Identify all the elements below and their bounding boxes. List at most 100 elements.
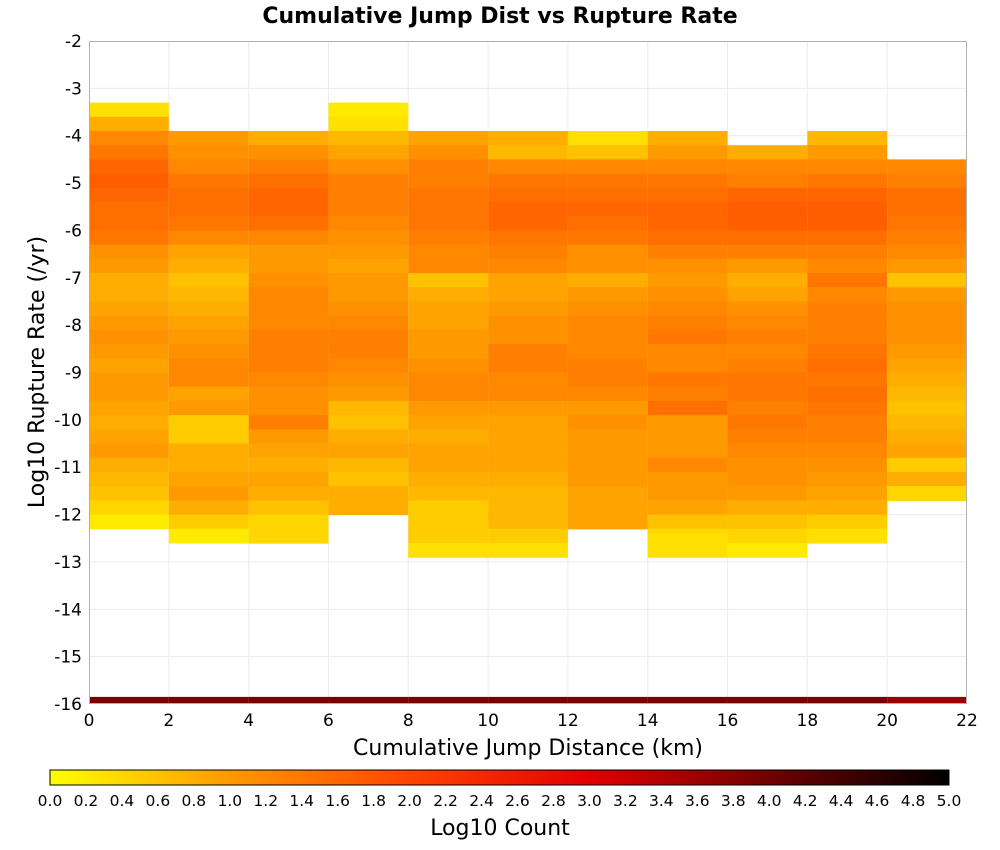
heatmap-cell xyxy=(647,273,728,288)
heatmap-cell xyxy=(567,358,648,374)
heatmap-cell xyxy=(89,386,169,402)
heatmap-cell xyxy=(647,400,728,416)
heatmap-cell xyxy=(248,400,329,416)
heatmap-cell-bottom-band xyxy=(408,696,489,704)
colorbar-tick-label: 2.0 xyxy=(397,792,422,810)
heatmap-cell xyxy=(248,358,329,374)
heatmap-cell-bottom-band xyxy=(89,696,169,704)
heatmap-cell xyxy=(168,386,249,402)
colorbar-tick-label: 0.4 xyxy=(110,792,135,810)
heatmap-cell xyxy=(89,187,169,203)
heatmap-cell xyxy=(89,102,169,118)
heatmap-cell xyxy=(727,358,808,374)
heatmap-cell xyxy=(647,372,728,388)
heatmap-cell xyxy=(807,329,888,345)
heatmap-cell xyxy=(727,173,808,189)
y-tick-label: -15 xyxy=(54,648,82,668)
heatmap-cell xyxy=(89,372,169,388)
heatmap-cell xyxy=(567,471,648,487)
heatmap-cell xyxy=(647,287,728,303)
heatmap-cell xyxy=(807,372,888,388)
heatmap-cell xyxy=(328,358,409,374)
heatmap-cell xyxy=(567,315,648,331)
heatmap-cell xyxy=(567,329,648,345)
heatmap-cell xyxy=(408,145,489,160)
heatmap-cell xyxy=(727,216,808,232)
heatmap-cell xyxy=(248,386,329,402)
x-tick-label: 2 xyxy=(163,711,174,731)
y-tick-label: -2 xyxy=(65,32,82,52)
heatmap-cell xyxy=(647,514,728,530)
heatmap-cell xyxy=(488,372,568,388)
heatmap-cell xyxy=(887,429,967,445)
heatmap-cell xyxy=(887,244,967,260)
heatmap-cell xyxy=(248,344,329,359)
heatmap-cell xyxy=(408,216,489,232)
y-tick-label: -7 xyxy=(65,269,82,289)
colorbar-tick-label: 0.8 xyxy=(182,792,207,810)
heatmap-cell-bottom-band xyxy=(248,696,329,704)
heatmap-cell xyxy=(89,500,169,516)
heatmap-cell xyxy=(727,159,808,175)
heatmap-cell xyxy=(567,415,648,430)
heatmap-cell xyxy=(887,358,967,374)
heatmap-cell xyxy=(168,415,249,430)
heatmap-cell xyxy=(647,173,728,189)
heatmap-cell xyxy=(328,386,409,402)
heatmap-cell xyxy=(887,457,967,473)
heatmap-cell xyxy=(887,315,967,331)
heatmap-cell xyxy=(328,315,409,331)
heatmap-cell xyxy=(328,187,409,203)
heatmap-cell xyxy=(89,173,169,189)
colorbar-tick-label: 5.0 xyxy=(937,792,962,810)
heatmap-cell xyxy=(567,187,648,203)
heatmap-cell xyxy=(488,287,568,303)
colorbar-tick-label: 2.8 xyxy=(541,792,566,810)
heatmap-cell xyxy=(328,116,409,132)
heatmap-cell xyxy=(567,159,648,175)
heatmap-cell xyxy=(887,187,967,203)
colorbar-tick-label: 3.0 xyxy=(577,792,602,810)
heatmap-cell-bottom-band xyxy=(807,696,888,704)
heatmap-cell xyxy=(647,415,728,430)
heatmap-cell xyxy=(647,315,728,331)
heatmap-cell xyxy=(488,400,568,416)
colorbar-tick-label: 3.8 xyxy=(721,792,746,810)
heatmap-cell xyxy=(328,202,409,217)
heatmap-cell xyxy=(168,400,249,416)
x-tick-label: 8 xyxy=(403,711,414,731)
heatmap-cell xyxy=(488,386,568,402)
heatmap-cell xyxy=(807,528,888,544)
heatmap-cell xyxy=(887,173,967,189)
heatmap-cell xyxy=(168,230,249,246)
heatmap-cell xyxy=(328,301,409,317)
heatmap-cell xyxy=(887,287,967,303)
heatmap-cell xyxy=(488,329,568,345)
heatmap-cell xyxy=(807,273,888,288)
heatmap-cell xyxy=(488,500,568,516)
colorbar-tick-label: 3.6 xyxy=(685,792,710,810)
heatmap-cell xyxy=(567,457,648,473)
colorbar-tick-label: 1.4 xyxy=(289,792,314,810)
heatmap-cell xyxy=(647,187,728,203)
heatmap-cell xyxy=(168,301,249,317)
heatmap-cell xyxy=(408,273,489,288)
heatmap-cell xyxy=(328,130,409,146)
heatmap-cell xyxy=(89,514,169,530)
chart-title: Cumulative Jump Dist vs Rupture Rate xyxy=(262,4,737,29)
heatmap-cell xyxy=(168,457,249,473)
heatmap-cell xyxy=(248,145,329,160)
heatmap-cell xyxy=(647,344,728,359)
heatmap-cell xyxy=(727,429,808,445)
heatmap-cell xyxy=(488,415,568,430)
heatmap-cell xyxy=(567,372,648,388)
heatmap-cell-bottom-band xyxy=(328,696,409,704)
heatmap-cell xyxy=(567,230,648,246)
y-tick-label: -11 xyxy=(54,458,82,478)
heatmap-cell xyxy=(647,386,728,402)
heatmap-cell xyxy=(887,471,967,487)
heatmap-cell xyxy=(727,145,808,160)
heatmap-cell xyxy=(807,202,888,217)
heatmap-cell xyxy=(248,258,329,274)
